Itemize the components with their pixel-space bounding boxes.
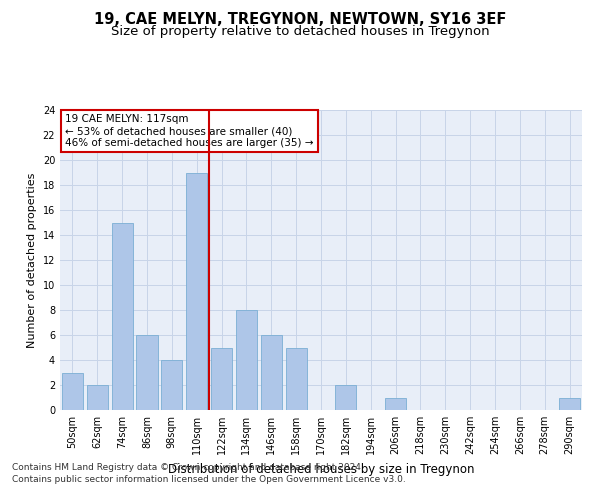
Bar — [161, 360, 182, 410]
Bar — [87, 385, 108, 410]
Bar — [261, 335, 282, 410]
Bar — [136, 335, 158, 410]
Y-axis label: Number of detached properties: Number of detached properties — [27, 172, 37, 348]
Bar — [186, 172, 207, 410]
Bar — [211, 348, 232, 410]
Bar — [385, 398, 406, 410]
Text: Size of property relative to detached houses in Tregynon: Size of property relative to detached ho… — [110, 25, 490, 38]
Text: 19 CAE MELYN: 117sqm
← 53% of detached houses are smaller (40)
46% of semi-detac: 19 CAE MELYN: 117sqm ← 53% of detached h… — [65, 114, 314, 148]
Bar — [62, 372, 83, 410]
Bar — [335, 385, 356, 410]
Text: Contains HM Land Registry data © Crown copyright and database right 2024.: Contains HM Land Registry data © Crown c… — [12, 464, 364, 472]
Bar — [236, 310, 257, 410]
Bar — [559, 398, 580, 410]
Text: 19, CAE MELYN, TREGYNON, NEWTOWN, SY16 3EF: 19, CAE MELYN, TREGYNON, NEWTOWN, SY16 3… — [94, 12, 506, 28]
X-axis label: Distribution of detached houses by size in Tregynon: Distribution of detached houses by size … — [168, 462, 474, 475]
Bar — [112, 222, 133, 410]
Bar — [286, 348, 307, 410]
Text: Contains public sector information licensed under the Open Government Licence v3: Contains public sector information licen… — [12, 475, 406, 484]
